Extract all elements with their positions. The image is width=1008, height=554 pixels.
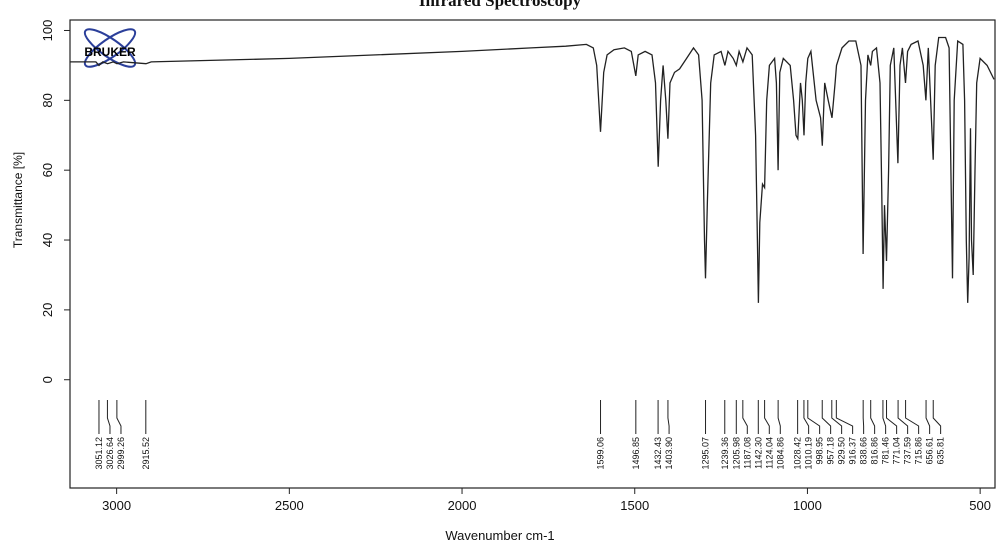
peak-label: 1432.43 [653,437,663,470]
logo: BRUKER [83,28,137,68]
peak-label: 737.59 [903,437,913,465]
plot-frame [69,19,996,489]
peak-label: 998.95 [815,437,825,465]
peak-label: 2999.26 [116,437,126,470]
peak-label: 635.81 [936,437,946,465]
peak-label: 929.50 [837,437,847,465]
y-axis-label: Transmittance [%] [11,152,25,248]
peak-leader [821,400,832,434]
x-tick-label: 1500 [620,498,649,513]
peak-leader [777,400,781,434]
peak-label: 1028.42 [793,437,803,470]
peak-label: 838.66 [859,437,869,465]
y-tick-label: 80 [40,93,55,107]
peak-label: 1295.07 [701,437,711,470]
peak-leader [886,400,898,434]
x-tick-label: 500 [969,498,991,513]
peak-label: 957.18 [826,437,836,465]
peak-label: 1496.85 [631,437,641,470]
peak-leader [742,400,748,434]
peak-label: 3051.12 [94,437,104,470]
peak-leader [870,400,876,434]
peak-leader [116,400,122,434]
y-tick-label: 60 [40,163,55,177]
peak-label: 1403.90 [664,437,674,470]
peak-label: 1599.06 [596,437,606,470]
y-tick-label: 0 [40,376,55,383]
peak-leader [831,400,843,434]
peak-label: 2915.52 [141,437,151,470]
peak-leader [803,400,810,434]
peak-label: 1124.04 [764,437,774,469]
peak-leader [807,400,821,434]
y-tick-label: 40 [40,233,55,247]
peak-leader [932,400,942,434]
peak-leader [897,400,909,434]
spectrum-line [70,36,995,303]
chart-title: Infrared Spectroscopy [419,0,582,10]
peak-leader [925,400,931,434]
x-tick-label: 1000 [793,498,822,513]
peak-label: 771.04 [892,437,902,465]
peak-leader [882,400,887,434]
peak-label: 916.37 [848,437,858,465]
x-axis-label: Wavenumber cm-1 [445,528,554,543]
peak-label: 715.86 [914,437,924,465]
peak-leader [764,400,770,434]
peak-label: 1187.08 [742,437,752,469]
x-tick-label: 2500 [275,498,304,513]
x-tick-label: 3000 [102,498,131,513]
peak-leader [106,400,111,434]
peak-label: 1084.86 [775,437,785,470]
peak-label: 1205.98 [731,437,741,470]
peak-leader [667,400,670,434]
peak-label: 781.46 [881,437,891,465]
peak-label: 656.61 [925,437,935,465]
peak-label: 1142.30 [753,437,763,469]
logo-text: BRUKER [84,45,136,59]
x-tick-label: 2000 [448,498,477,513]
peak-leader [905,400,920,434]
y-tick-label: 20 [40,303,55,317]
peak-label: 1010.19 [804,437,814,470]
peak-label: 3026.64 [105,437,115,470]
y-tick-label: 100 [40,20,55,42]
peak-label: 816.86 [870,437,880,465]
peak-leader [835,400,854,434]
peak-label: 1239.36 [720,437,730,470]
